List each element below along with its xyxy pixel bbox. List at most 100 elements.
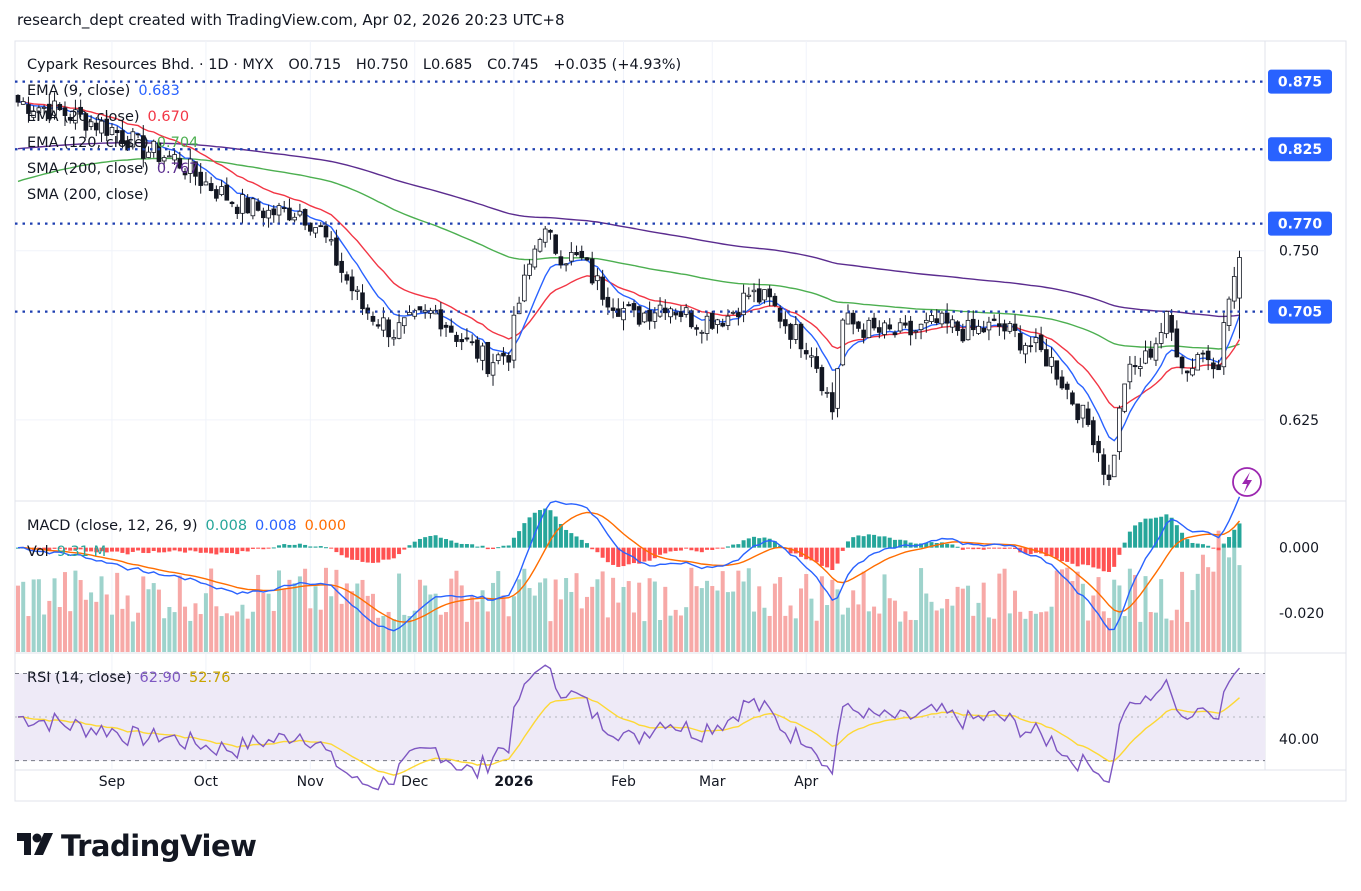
macd-hist-bar <box>1007 547 1012 549</box>
volume-bar <box>569 591 574 652</box>
macd-hist-bar <box>1013 547 1018 550</box>
macd-hist-bar <box>454 542 459 548</box>
time-tick-label: Feb <box>611 774 636 790</box>
volume-bar <box>799 588 803 652</box>
macd-hist-bar <box>261 547 266 550</box>
volume-bar <box>950 605 955 652</box>
macd-hist-bar <box>997 547 1002 549</box>
macd-hist-bar <box>402 547 407 550</box>
macd-hist-bar <box>94 547 99 553</box>
candle-body <box>579 250 585 259</box>
volume-bar <box>1002 568 1007 652</box>
candle-body <box>767 288 772 298</box>
candle-body <box>715 319 720 325</box>
macd-hist-bar <box>501 545 506 548</box>
candle-body <box>997 323 1002 327</box>
candle-body <box>777 308 783 322</box>
macd-hist-bar <box>752 536 757 548</box>
macd-hist-bar <box>459 543 464 548</box>
volume-bar <box>1054 570 1059 652</box>
volume-bar <box>1007 613 1012 652</box>
candle-body <box>41 106 47 109</box>
volume-bar <box>68 611 73 652</box>
candle-body <box>689 310 694 328</box>
candle-body <box>328 239 334 242</box>
volume-bar <box>1133 574 1138 652</box>
macd-hist-bar <box>297 543 302 548</box>
candle-body <box>986 321 992 331</box>
candle-body <box>234 206 240 214</box>
volume-bar <box>496 571 501 652</box>
volume-bar <box>339 603 344 652</box>
candle-body <box>1080 404 1086 419</box>
candle-body <box>516 302 522 315</box>
level-badge-label: 0.825 <box>1278 142 1322 158</box>
macd-hist-bar <box>381 547 386 560</box>
volume-bar <box>548 621 553 652</box>
lightning-icon[interactable] <box>1232 467 1262 497</box>
candle-body <box>334 237 339 266</box>
candle-body <box>396 322 402 339</box>
candle-body <box>485 341 491 375</box>
macd-hist-bar <box>73 547 78 550</box>
sma200-line <box>17 141 1240 318</box>
macd-hist-bar <box>981 547 986 550</box>
macd-hist-bar <box>866 534 871 548</box>
candle-body <box>297 210 303 216</box>
axes: 0.750 0.625 Sep Oct Nov Dec 2026 Feb Mar Apr <box>99 244 1319 790</box>
volume-bar <box>929 601 934 652</box>
candle-body <box>120 130 125 144</box>
candle-body <box>756 288 762 303</box>
volume-bar <box>762 607 767 652</box>
tradingview-logo[interactable]: TradingView <box>17 829 257 863</box>
macd-hist-bar <box>877 536 882 548</box>
candle-body <box>26 104 31 114</box>
level-badge <box>1268 211 1332 236</box>
macd-hist-bar <box>1127 531 1132 548</box>
volume-bar <box>1153 612 1158 652</box>
volume-bar <box>417 579 422 652</box>
candle-body <box>208 183 214 191</box>
candle-body <box>135 133 141 136</box>
candle-body <box>1111 454 1117 478</box>
legend-sma200-b: SMA (200, close) <box>27 187 149 203</box>
macd-hist-bar <box>230 547 235 554</box>
macd-hist-bar <box>1153 517 1158 548</box>
candle-body <box>292 216 297 221</box>
volume-bar <box>631 612 636 652</box>
candle-body <box>281 207 287 210</box>
volume-bar <box>861 571 866 652</box>
candle-body <box>78 106 83 115</box>
candle-body <box>845 312 851 325</box>
macd-hist-bar <box>1237 523 1242 548</box>
volume-bar <box>976 602 981 652</box>
macd-hist-bar <box>203 547 208 553</box>
volume-bar <box>517 579 522 652</box>
candle-body <box>558 256 564 266</box>
candle-body <box>877 327 882 333</box>
candle-body <box>401 317 407 327</box>
candle-body <box>908 320 913 336</box>
volume-bar <box>835 589 840 652</box>
chart-header: research_dept created with TradingView.c… <box>17 11 565 29</box>
volume-bar <box>616 602 621 652</box>
volume-bar <box>699 588 704 652</box>
candle-body <box>939 312 945 325</box>
candle-body <box>344 274 350 281</box>
volume-bar <box>402 614 407 652</box>
candle-body <box>172 154 177 161</box>
volume-bar <box>219 616 224 652</box>
macd-hist-bar <box>887 537 892 548</box>
volume-bar <box>579 608 584 652</box>
candle-body <box>1023 345 1028 355</box>
macd-hist-bar <box>162 547 167 553</box>
macd-hist-bar <box>1185 539 1190 548</box>
volume-bar <box>120 608 125 652</box>
macd-hist-bar <box>313 546 318 548</box>
candle-body <box>501 352 506 357</box>
volume-bar <box>240 604 245 652</box>
macd-hist-bar <box>240 547 245 552</box>
macd-hist-bar <box>1028 547 1033 555</box>
macd-hist-bar <box>355 547 360 560</box>
